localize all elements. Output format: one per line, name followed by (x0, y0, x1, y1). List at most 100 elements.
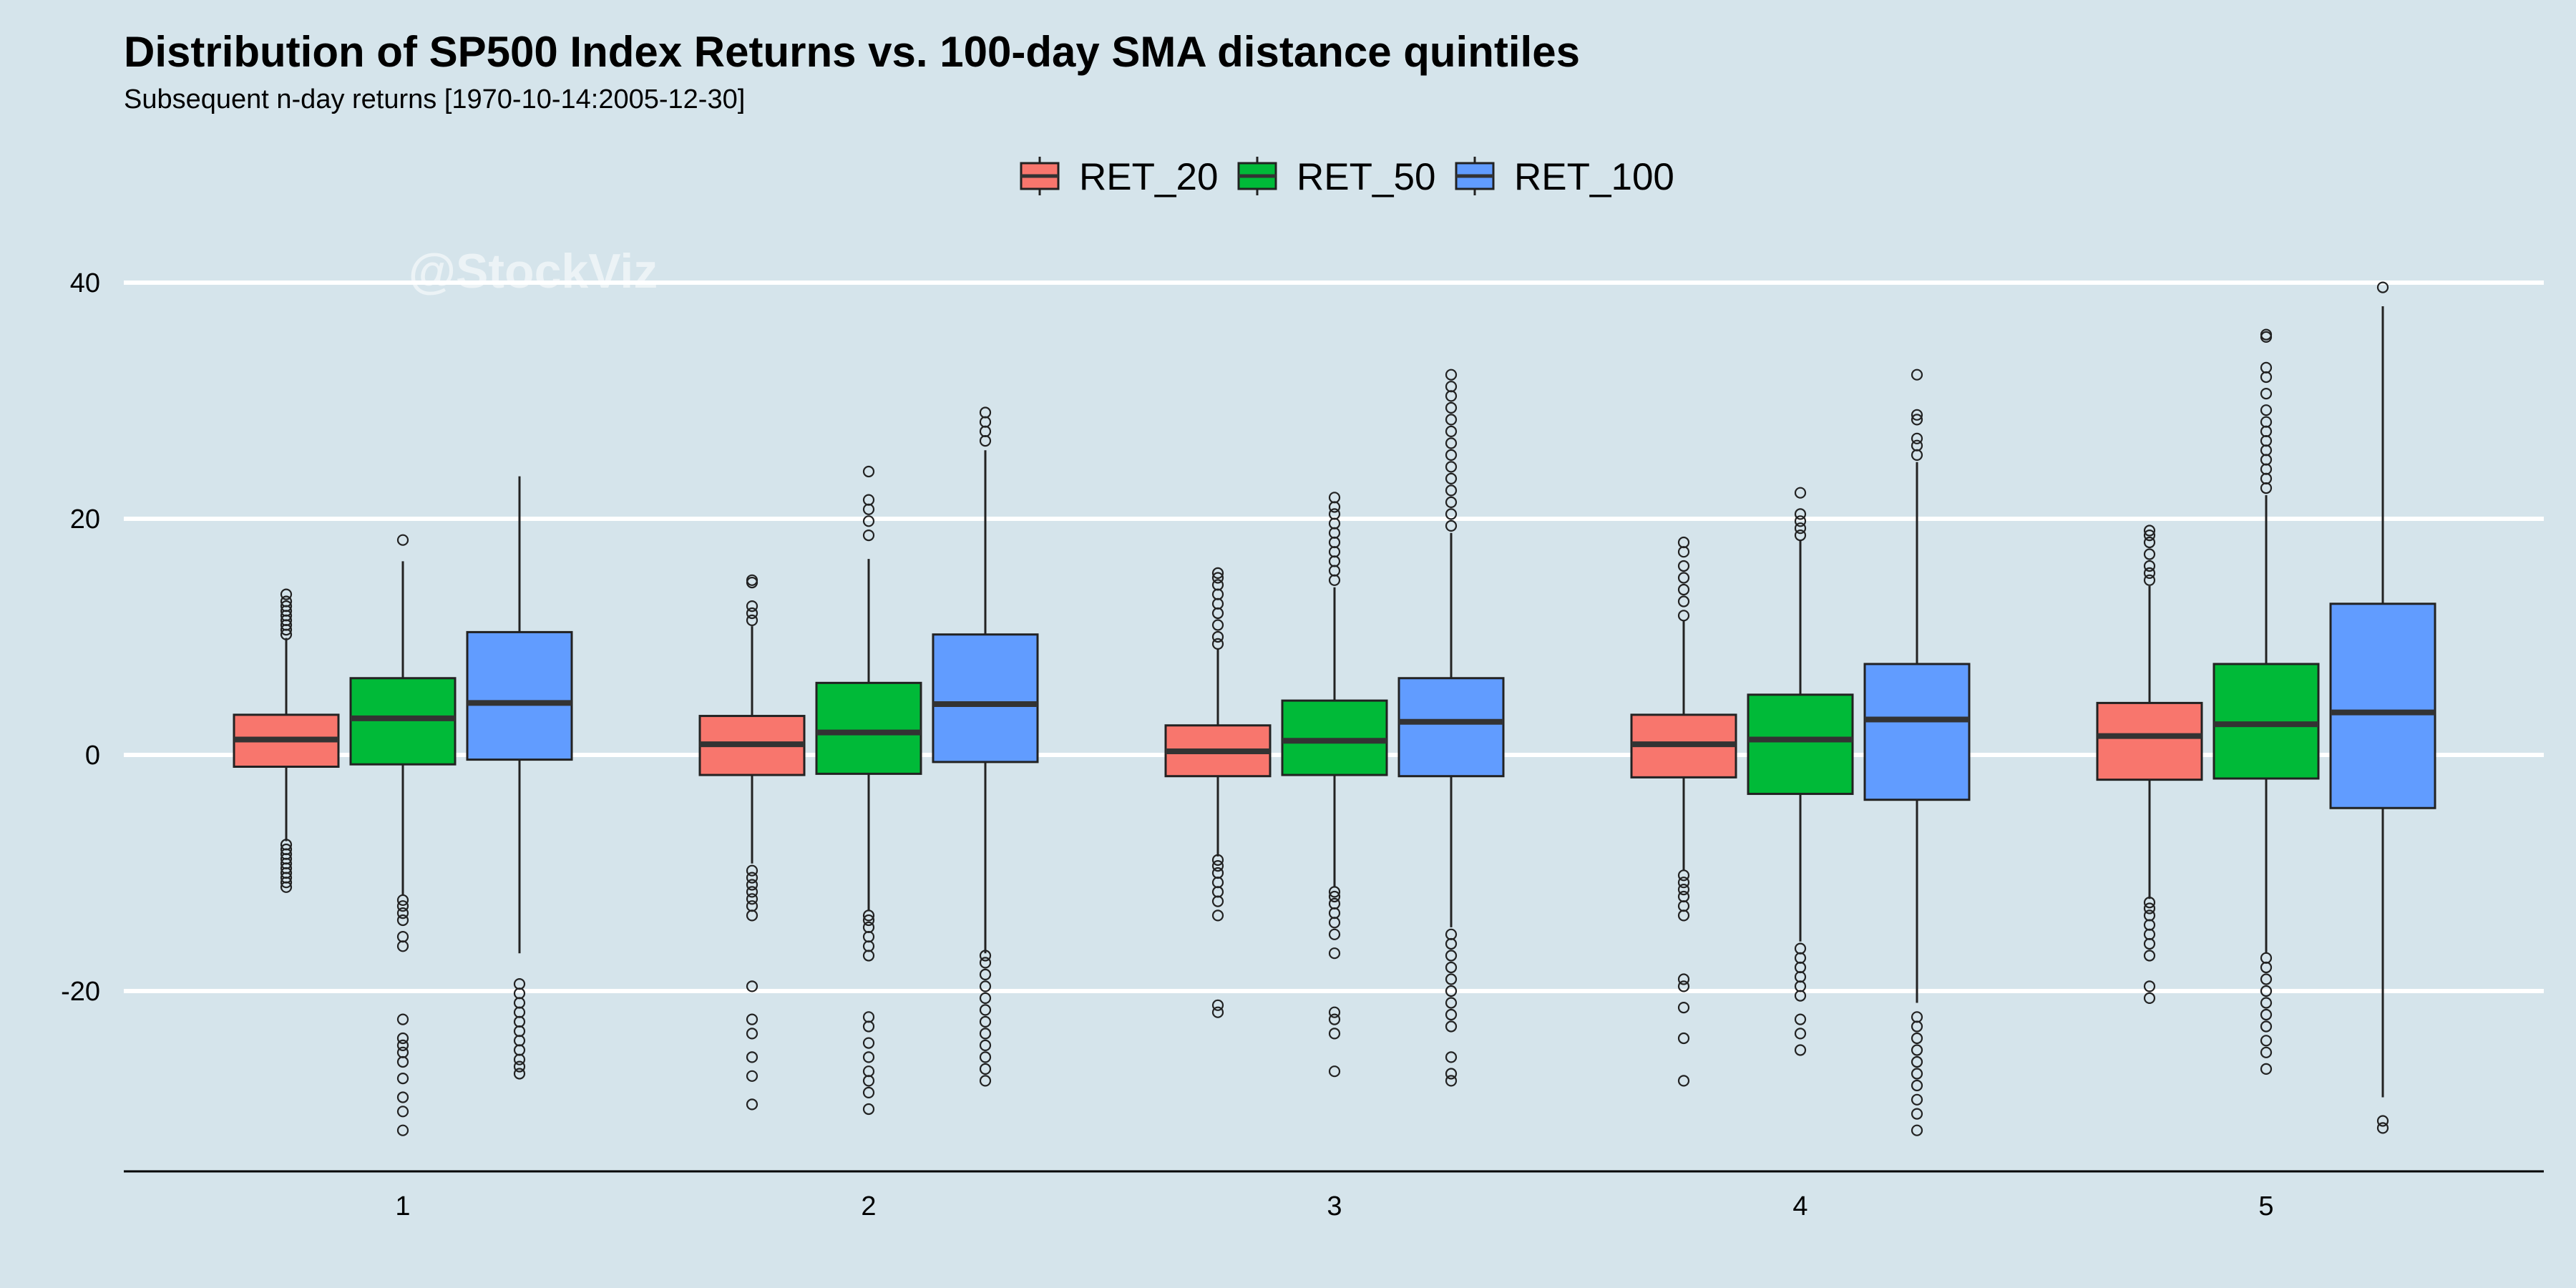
outlier-point (280, 843, 293, 856)
box-RET_100-3 (1397, 369, 1505, 1087)
box-RET_50-4 (1747, 487, 1854, 1056)
outlier-point (1677, 536, 1690, 549)
box-body (2329, 602, 2436, 809)
outlier-point (1445, 961, 1458, 974)
outlier-point (1794, 942, 1807, 955)
box-body (1863, 663, 1971, 801)
outlier-point (2143, 909, 2156, 922)
outlier-point (1328, 897, 1341, 910)
box-body (1747, 693, 1854, 795)
outlier-point (1794, 1028, 1807, 1040)
outlier-point (1328, 890, 1341, 903)
outlier-point (746, 1013, 758, 1025)
box-RET_100-2 (932, 406, 1039, 1087)
outlier-point (1677, 572, 1690, 584)
outlier-point (1794, 961, 1807, 974)
box-RET_20-4 (1630, 536, 1737, 1087)
outlier-point (862, 1075, 875, 1087)
outlier-point (746, 980, 758, 992)
outlier-point (1677, 869, 1690, 882)
outlier-point (2376, 281, 2389, 293)
outlier-point (1211, 1006, 1224, 1018)
y-tick-label: 0 (85, 741, 100, 771)
outlier-point (1328, 508, 1341, 520)
outlier-point (1445, 449, 1458, 462)
outlier-point (1211, 579, 1224, 591)
outlier-point (1677, 909, 1690, 922)
outlier-point (1211, 619, 1224, 631)
outlier-point (746, 900, 758, 912)
outlier-point (1677, 1032, 1690, 1045)
outlier-point (1445, 985, 1458, 997)
box-body (1397, 677, 1505, 778)
outlier-point (979, 425, 992, 438)
outlier-point (862, 950, 875, 962)
outlier-point (2260, 444, 2273, 457)
outlier-point (1328, 907, 1341, 919)
outlier-point (2260, 416, 2273, 428)
outlier-point (1445, 401, 1458, 414)
outlier-point (2143, 919, 2156, 931)
outlier-point (1677, 546, 1690, 558)
outlier-point (2260, 425, 2273, 438)
outlier-point (513, 977, 526, 990)
outlier-point (1445, 1020, 1458, 1033)
outlier-point (2143, 525, 2156, 537)
outlier-point (1328, 536, 1341, 549)
outlier-point (513, 1025, 526, 1038)
outlier-point (979, 1028, 992, 1040)
outlier-point (2143, 937, 2156, 950)
outlier-point (746, 909, 758, 922)
outlier-point (1677, 900, 1690, 912)
outlier-point (2143, 536, 2156, 549)
box-RET_50-5 (2212, 328, 2320, 1075)
outlier-point (1445, 425, 1458, 438)
box-body (2212, 663, 2320, 780)
outlier-point (2260, 1020, 2273, 1033)
outlier-point (1677, 883, 1690, 896)
box-RET_20-1 (233, 588, 340, 893)
x-tick-label: 2 (861, 1191, 876, 1221)
outlier-point (2143, 950, 2156, 962)
outlier-point (2260, 371, 2273, 384)
outlier-point (1445, 414, 1458, 426)
outlier-point (979, 416, 992, 428)
outlier-point (979, 1015, 992, 1028)
legend: RET_20 RET_50 RET_100 (1020, 156, 1674, 198)
outlier-point (1445, 484, 1458, 497)
outlier-point (2376, 1122, 2389, 1134)
outlier-point (1911, 1079, 1923, 1092)
outlier-point (1911, 1032, 1923, 1045)
outlier-point (396, 900, 409, 912)
outlier-point (1445, 950, 1458, 962)
outlier-point (979, 957, 992, 969)
outlier-point (1328, 555, 1341, 567)
outlier-point (862, 529, 875, 542)
outlier-point (396, 1124, 409, 1136)
outlier-point (1677, 583, 1690, 596)
outlier-point (1911, 449, 1923, 462)
legend-label: RET_100 (1514, 156, 1674, 198)
y-tick-label: -20 (61, 977, 100, 1007)
legend-item-RET_20: RET_20 (1020, 156, 1218, 198)
outlier-point (396, 940, 409, 952)
outlier-point (862, 494, 875, 506)
outlier-point (1211, 909, 1224, 922)
outlier-point (513, 1068, 526, 1080)
outlier-point (1328, 947, 1341, 960)
outlier-point (1445, 519, 1458, 532)
box-RET_100-1 (466, 476, 573, 1080)
outlier-point (1445, 437, 1458, 449)
outlier-point (979, 1075, 992, 1087)
outlier-point (862, 515, 875, 527)
outlier-point (513, 1035, 526, 1047)
outlier-point (1445, 472, 1458, 485)
outlier-point (1328, 492, 1341, 504)
outlier-point (396, 1106, 409, 1118)
outlier-point (1445, 461, 1458, 473)
outlier-point (513, 1044, 526, 1056)
outlier-point (862, 1065, 875, 1078)
outlier-point (1911, 414, 1923, 426)
box-RET_100-4 (1863, 369, 1971, 1136)
outlier-point (746, 886, 758, 898)
